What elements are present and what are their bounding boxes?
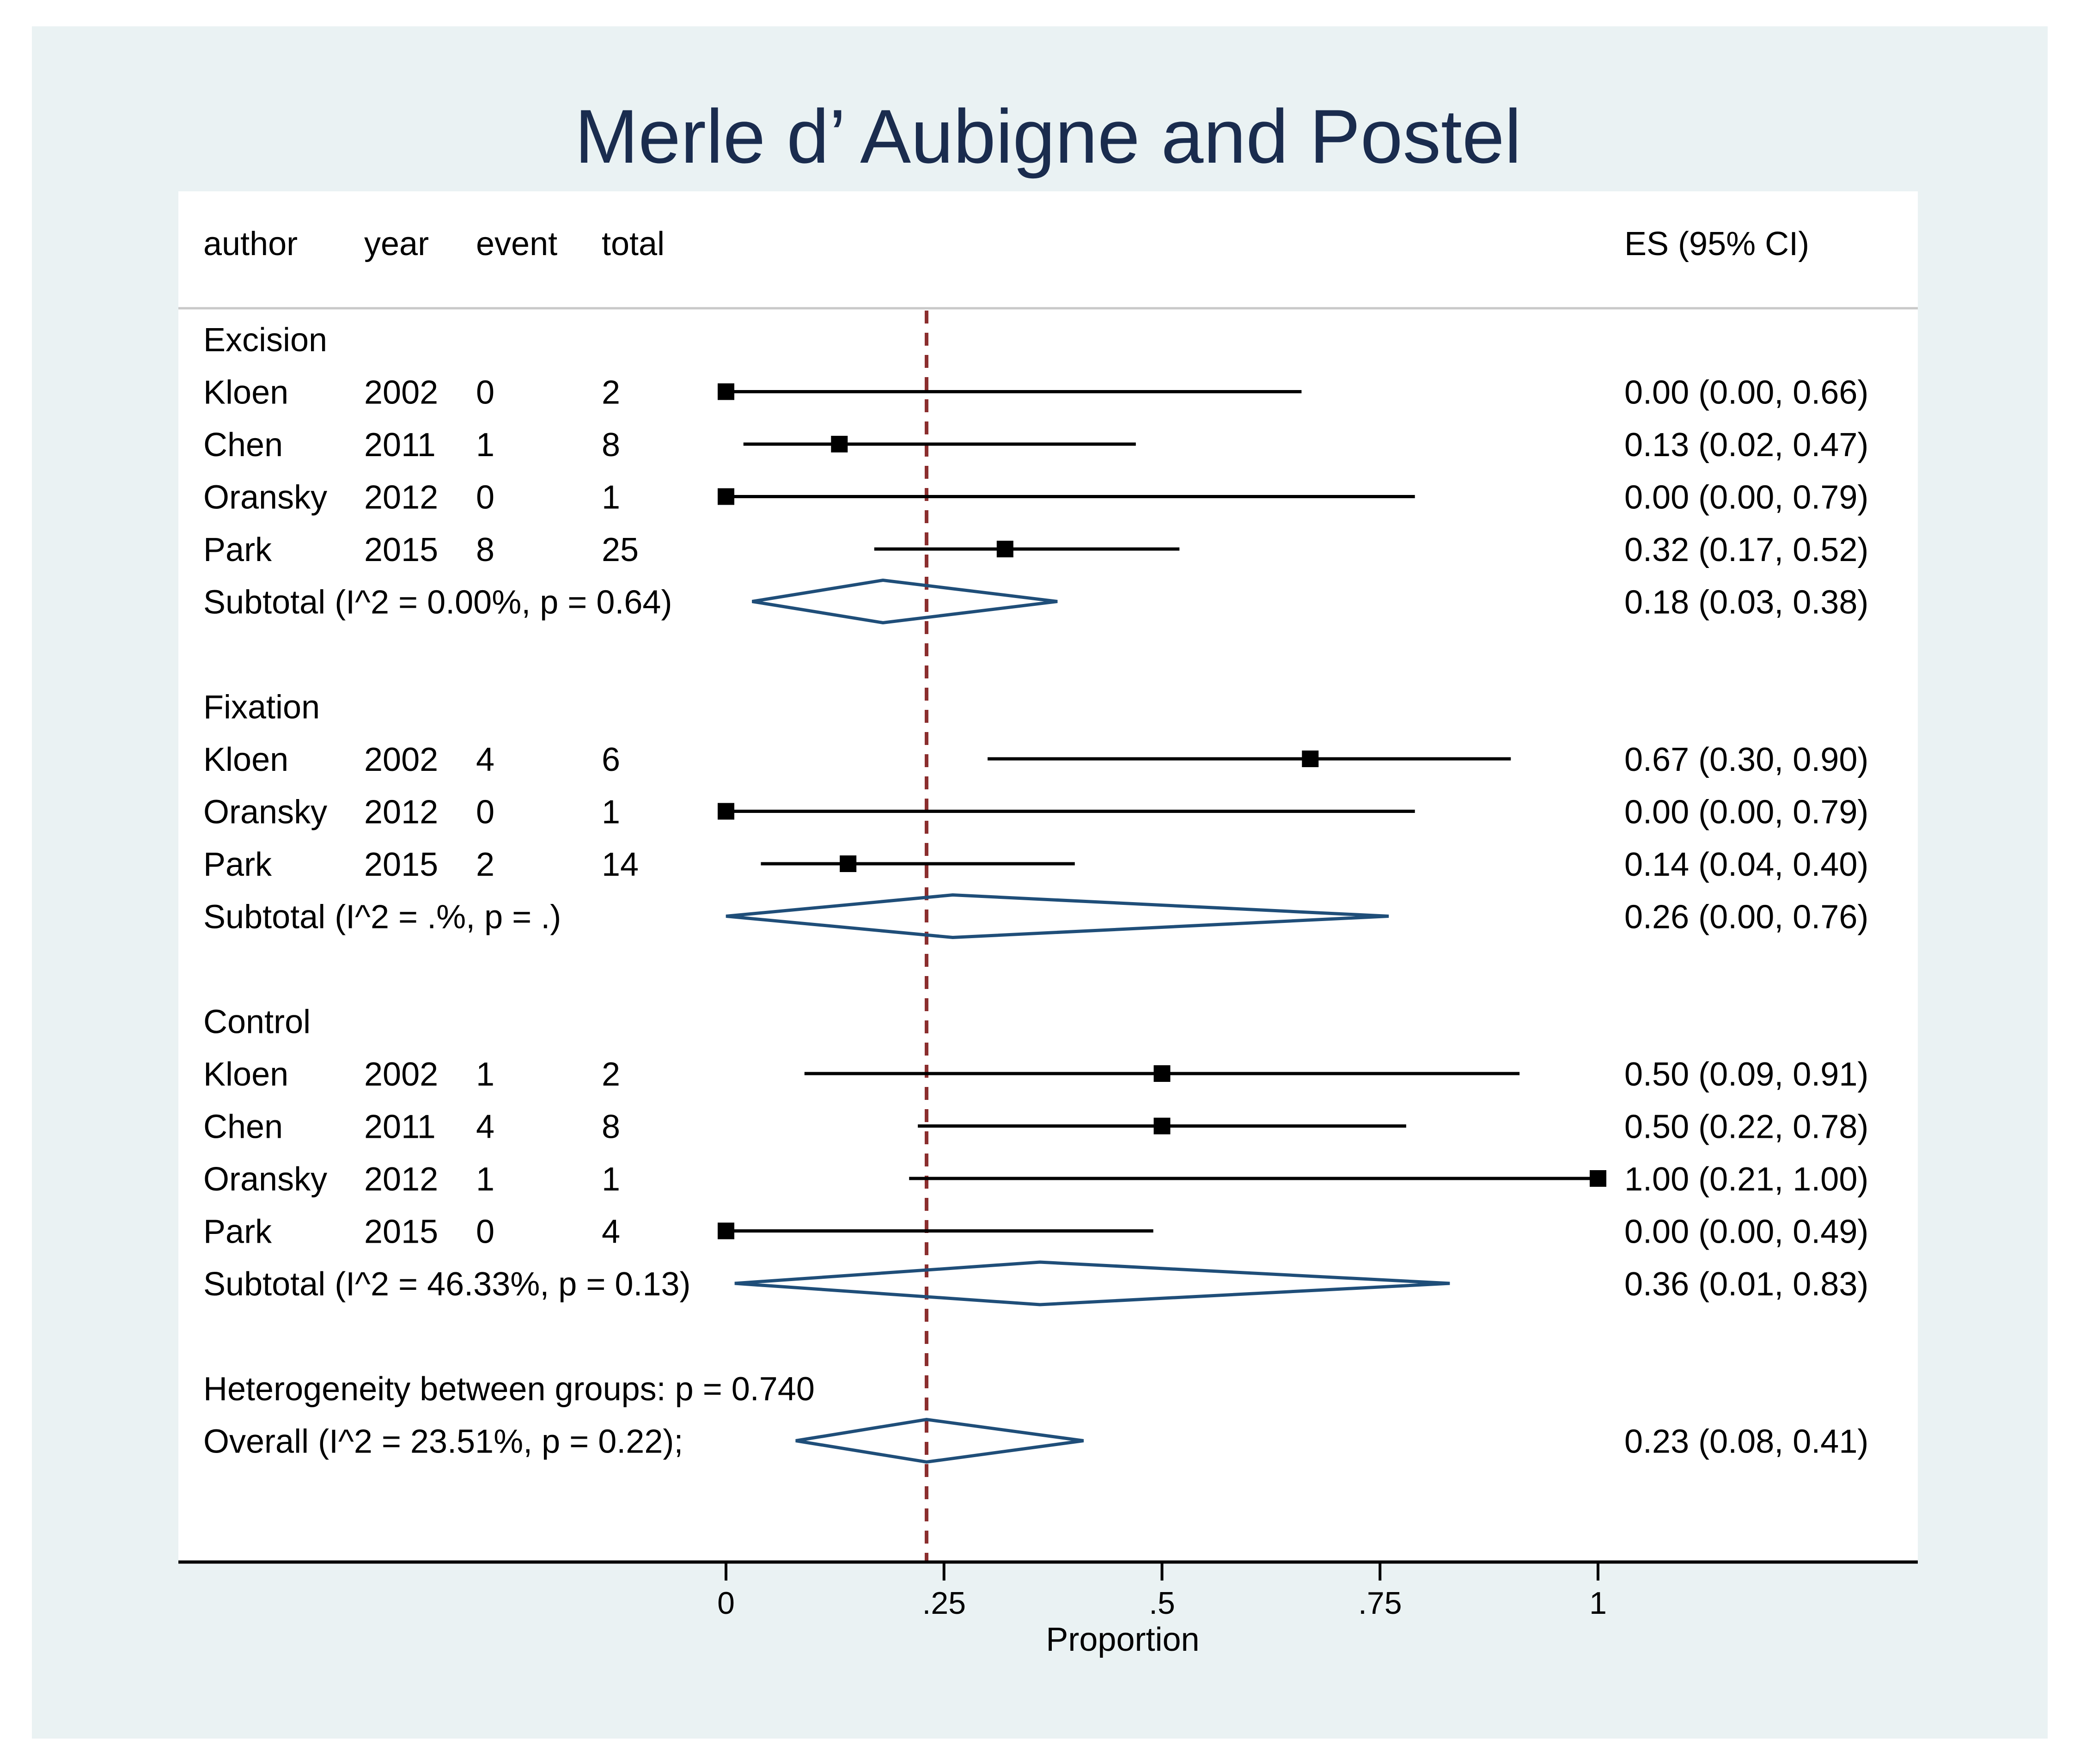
subtotal-diamond-fixation — [726, 893, 1389, 940]
study-author-fixation-park: Park — [203, 846, 272, 883]
study-year-excision-chen: 2011 — [364, 427, 436, 464]
study-total-excision-kloen: 2 — [602, 374, 620, 411]
overall-diamond — [795, 1417, 1084, 1464]
study-author-fixation-kloen: Kloen — [203, 741, 288, 778]
subtotal-es-fixation: 0.26 (0.00, 0.76) — [1624, 899, 1868, 936]
study-year-excision-oransky: 2012 — [364, 479, 438, 516]
study-author-excision-oransky: Oransky — [203, 479, 327, 516]
study-es-fixation-oransky: 0.00 (0.00, 0.79) — [1624, 794, 1868, 831]
study-es-control-oransky: 1.00 (0.21, 1.00) — [1624, 1161, 1868, 1198]
study-es-excision-kloen: 0.00 (0.00, 0.66) — [1624, 374, 1868, 411]
point-estimate-control-chen — [1153, 1117, 1171, 1135]
study-total-control-kloen: 2 — [602, 1056, 620, 1093]
study-es-control-park: 0.00 (0.00, 0.49) — [1624, 1214, 1868, 1251]
study-event-excision-oransky: 0 — [476, 479, 494, 516]
point-estimate-fixation-park — [840, 855, 857, 872]
subtotal-es-excision: 0.18 (0.03, 0.38) — [1624, 584, 1868, 621]
study-event-control-kloen: 1 — [476, 1056, 494, 1093]
point-estimate-fixation-oransky — [718, 803, 734, 820]
header-year: year — [364, 226, 429, 262]
study-author-excision-chen: Chen — [203, 427, 283, 464]
point-estimate-control-oransky — [1590, 1170, 1606, 1187]
point-estimate-excision-kloen — [718, 383, 734, 400]
study-author-control-oransky: Oransky — [203, 1161, 327, 1198]
group-label-control: Control — [203, 1004, 311, 1041]
study-author-control-park: Park — [203, 1214, 272, 1251]
point-estimate-fixation-kloen — [1302, 751, 1319, 767]
study-es-fixation-park: 0.14 (0.04, 0.40) — [1624, 846, 1868, 883]
x-tick-label-0: 0 — [717, 1586, 735, 1621]
header-total: total — [602, 226, 665, 262]
study-author-control-kloen: Kloen — [203, 1056, 288, 1093]
header-author: author — [203, 226, 298, 262]
subtotal-es-control: 0.36 (0.01, 0.83) — [1624, 1266, 1868, 1303]
x-tick-label-.75: .75 — [1358, 1586, 1402, 1621]
study-event-fixation-oransky: 0 — [476, 794, 494, 831]
study-event-excision-chen: 1 — [476, 427, 494, 464]
study-year-excision-kloen: 2002 — [364, 374, 438, 411]
point-estimate-excision-chen — [831, 436, 848, 452]
overall-label: Overall (I^2 = 23.51%, p = 0.22); — [203, 1423, 683, 1460]
study-event-excision-kloen: 0 — [476, 374, 494, 411]
study-es-control-chen: 0.50 (0.22, 0.78) — [1624, 1109, 1868, 1146]
point-estimate-control-kloen — [1153, 1065, 1171, 1082]
point-estimate-control-park — [718, 1222, 734, 1239]
study-total-excision-oransky: 1 — [602, 479, 620, 516]
x-tick-label-.25: .25 — [922, 1586, 966, 1621]
study-total-control-oransky: 1 — [602, 1161, 620, 1198]
point-estimate-excision-oransky — [718, 488, 734, 505]
subtotal-label-excision: Subtotal (I^2 = 0.00%, p = 0.64) — [203, 584, 672, 621]
subtotal-label-fixation: Subtotal (I^2 = .%, p = .) — [203, 899, 561, 936]
study-event-control-oransky: 1 — [476, 1161, 494, 1198]
study-total-control-chen: 8 — [602, 1109, 620, 1146]
x-tick-label-1: 1 — [1589, 1586, 1607, 1621]
study-total-fixation-kloen: 6 — [602, 741, 620, 778]
heterogeneity-text: Heterogeneity between groups: p = 0.740 — [203, 1371, 815, 1408]
study-event-excision-park: 8 — [476, 531, 494, 568]
study-author-control-chen: Chen — [203, 1109, 283, 1146]
subtotal-diamond-excision — [752, 578, 1058, 625]
study-es-excision-park: 0.32 (0.17, 0.52) — [1624, 531, 1868, 568]
study-year-control-park: 2015 — [364, 1214, 438, 1251]
study-year-excision-park: 2015 — [364, 531, 438, 568]
study-author-fixation-oransky: Oransky — [203, 794, 327, 831]
study-event-fixation-park: 2 — [476, 846, 494, 883]
group-label-fixation: Fixation — [203, 689, 320, 726]
subtotal-label-control: Subtotal (I^2 = 46.33%, p = 0.13) — [203, 1266, 690, 1303]
study-es-control-kloen: 0.50 (0.09, 0.91) — [1624, 1056, 1868, 1093]
study-author-excision-kloen: Kloen — [203, 374, 288, 411]
study-event-control-chen: 4 — [476, 1109, 494, 1146]
study-author-excision-park: Park — [203, 531, 272, 568]
study-total-excision-chen: 8 — [602, 427, 620, 464]
study-es-fixation-kloen: 0.67 (0.30, 0.90) — [1624, 741, 1868, 778]
study-year-control-chen: 2011 — [364, 1109, 436, 1146]
study-es-excision-chen: 0.13 (0.02, 0.47) — [1624, 427, 1868, 464]
study-year-fixation-park: 2015 — [364, 846, 438, 883]
plot-panel — [178, 191, 1918, 1564]
study-event-control-park: 0 — [476, 1214, 494, 1251]
study-event-fixation-kloen: 4 — [476, 741, 494, 778]
point-estimate-excision-park — [996, 541, 1013, 557]
overall-es: 0.23 (0.08, 0.41) — [1624, 1423, 1868, 1460]
header-es-ci: ES (95% CI) — [1624, 226, 1809, 262]
study-total-fixation-oransky: 1 — [602, 794, 620, 831]
chart-title: Merle d’ Aubigne and Postel — [575, 94, 1522, 179]
study-total-fixation-park: 14 — [602, 846, 639, 883]
study-es-excision-oransky: 0.00 (0.00, 0.79) — [1624, 479, 1868, 516]
x-tick-label-.5: .5 — [1149, 1586, 1175, 1621]
x-axis-label: Proportion — [1046, 1621, 1199, 1658]
subtotal-diamond-control — [734, 1260, 1450, 1306]
group-label-excision: Excision — [203, 322, 327, 359]
study-year-fixation-kloen: 2002 — [364, 741, 438, 778]
study-year-fixation-oransky: 2012 — [364, 794, 438, 831]
study-year-control-kloen: 2002 — [364, 1056, 438, 1093]
study-total-excision-park: 25 — [602, 531, 639, 568]
study-year-control-oransky: 2012 — [364, 1161, 438, 1198]
study-total-control-park: 4 — [602, 1214, 620, 1251]
header-event: event — [476, 226, 557, 262]
